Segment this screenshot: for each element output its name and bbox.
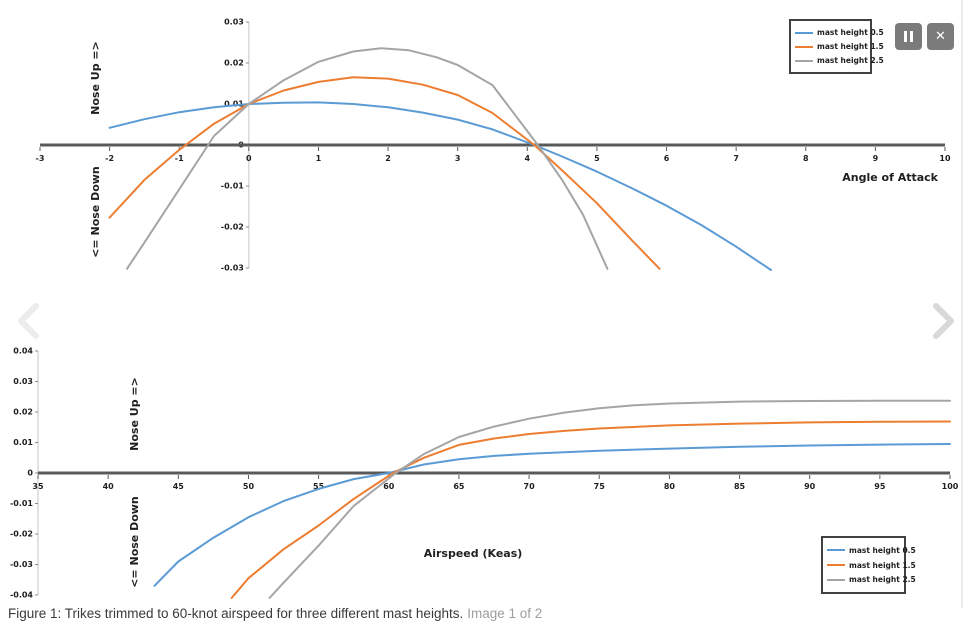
x-tick-label: -2: [105, 154, 114, 163]
y-axis-label-nose-down-top: <= Nose Down: [89, 166, 102, 258]
y-tick-label: 0.03: [13, 377, 33, 386]
close-button[interactable]: ✕: [927, 23, 954, 50]
x-tick-label: 60: [383, 482, 395, 491]
x-axis-title-airspeed: Airspeed (Keas): [423, 547, 523, 560]
x-tick-label: 50: [243, 482, 255, 491]
x-tick-label: 6: [664, 154, 670, 163]
x-tick-label: 75: [594, 482, 606, 491]
legend-top-chart: mast height 0.5 mast height 1.5 mast heigh…: [789, 19, 884, 74]
caption-text: Figure 1: Trikes trimmed to 60-knot airs…: [8, 606, 464, 621]
airspeed-chart: 0.04 0.03 0.02 0.01 0 -0.01 -0.02 -0.03 -0.04 35 4…: [10, 347, 959, 600]
series-line-mast-height-2.5: [268, 399, 951, 599]
y-axis-label-nose-down-bottom: <= Nose Down: [128, 496, 141, 588]
x-tick-label: 80: [664, 482, 676, 491]
legend-entry: mast height 1.5: [827, 561, 916, 570]
legend-entry: mast height 0.5: [795, 28, 884, 37]
legend-label: mast height 1.5: [849, 560, 916, 570]
y-axis-label-nose-up-top: Nose Up =>: [89, 41, 102, 115]
x-tick-label: 8: [803, 154, 809, 163]
y-tick-label: -0.02: [221, 223, 244, 232]
series-line-mast-height-0.5: [108, 101, 772, 271]
legend-label: mast height 0.5: [817, 28, 884, 37]
y-tick-label: 0.01: [13, 438, 33, 447]
x-tick-label: 10: [939, 154, 951, 163]
x-tick-label: -3: [36, 154, 45, 163]
x-tick-label: 9: [873, 154, 879, 163]
legend-line-swatch: [827, 578, 845, 581]
y-axis-label-nose-up-bottom: Nose Up =>: [128, 377, 141, 451]
y-tick-label: 0.04: [13, 347, 33, 356]
x-tick-label: -1: [175, 154, 184, 163]
y-tick-label: 0.03: [224, 18, 244, 27]
y-tick-label: 0.02: [13, 408, 33, 417]
legend-label: mast height 1.5: [817, 42, 884, 51]
x-tick-label: 95: [874, 482, 886, 491]
legend-entry: mast height 2.5: [827, 575, 916, 584]
x-tick-label: 2: [385, 154, 391, 163]
x-tick-label: 1: [316, 154, 322, 163]
legend-entry: mast height 0.5: [827, 546, 916, 555]
next-image-button[interactable]: [930, 301, 958, 344]
x-tick-label: 5: [594, 154, 600, 163]
x-tick-label: 90: [804, 482, 816, 491]
y-tick-label: -0.01: [221, 182, 244, 191]
x-tick-label: 0: [246, 154, 252, 163]
chevron-right-icon: [933, 303, 954, 339]
x-tick-label: 55: [313, 482, 325, 491]
series-line-mast-height-1.5: [230, 420, 951, 599]
pause-button[interactable]: [895, 23, 922, 50]
image-counter: Image 1 of 2: [467, 606, 543, 621]
close-icon: ✕: [935, 29, 946, 44]
viewer-edge-divider: [961, 0, 963, 608]
x-axis-title-angle-of-attack: Angle of Attack: [842, 171, 938, 184]
y-tick-label: 0.02: [224, 59, 244, 68]
prev-image-button[interactable]: [14, 301, 42, 344]
x-tick-label: 85: [734, 482, 746, 491]
series-line-mast-height-1.5: [108, 76, 661, 270]
x-tick-label: 7: [733, 154, 739, 163]
x-tick-label: 65: [453, 482, 465, 491]
x-tick-label: 4: [525, 154, 531, 163]
y-tick-label: -0.01: [10, 499, 33, 508]
x-tick-label: 100: [942, 482, 959, 491]
pause-icon: [904, 31, 907, 42]
x-tick-label: 3: [455, 154, 461, 163]
legend-bottom-chart: mast height 0.5 mast height 1.5 mast heigh…: [821, 536, 916, 594]
angle-of-attack-chart: 0.030.020.010-0.01-0.02-0.03-3-2-1012345…: [36, 18, 951, 273]
x-tick-label: 45: [173, 482, 185, 491]
legend-line-swatch: [795, 31, 813, 34]
series-line-mast-height-2.5: [126, 47, 609, 270]
legend-label: mast height 2.5: [817, 56, 884, 65]
legend-label: mast height 2.5: [849, 575, 916, 585]
x-tick-label: 35: [32, 482, 44, 491]
y-tick-label: 0: [27, 469, 33, 478]
y-tick-label: -0.03: [10, 560, 33, 569]
chevron-left-icon: [18, 303, 39, 339]
y-tick-label: -0.03: [221, 264, 244, 273]
legend-line-swatch: [827, 549, 845, 552]
legend-entry: mast height 2.5: [795, 56, 884, 65]
x-tick-label: 40: [103, 482, 115, 491]
y-tick-label: -0.02: [10, 530, 33, 539]
x-tick-label: 70: [524, 482, 536, 491]
figure-caption: Figure 1: Trikes trimmed to 60-knot airs…: [8, 606, 542, 621]
series-line-mast-height-0.5: [153, 443, 951, 587]
legend-line-swatch: [795, 45, 813, 48]
legend-label: mast height 0.5: [849, 545, 916, 555]
legend-line-swatch: [795, 59, 813, 62]
y-tick-label: 0.01: [224, 100, 244, 109]
legend-entry: mast height 1.5: [795, 42, 884, 51]
legend-line-swatch: [827, 564, 845, 566]
y-tick-label: -0.04: [10, 591, 33, 600]
